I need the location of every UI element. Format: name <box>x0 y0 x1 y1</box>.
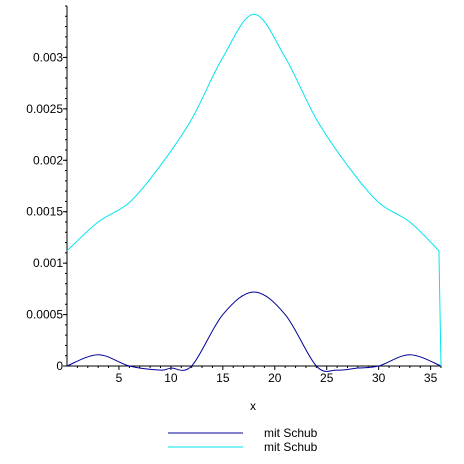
x-tick-label: 5 <box>116 371 123 385</box>
x-tick-label: 25 <box>320 371 334 385</box>
y-tick-label: 0.0005 <box>26 308 63 322</box>
y-tick-label: 0.0025 <box>26 102 63 116</box>
series-line-2 <box>66 13 442 367</box>
x-tick-label: 35 <box>424 371 438 385</box>
x-tick-label: 10 <box>164 371 178 385</box>
y-axis: 0 0.0005 0.001 0.0015 0.002 0.0025 0.003 <box>26 5 68 373</box>
x-tick-label: 20 <box>268 371 282 385</box>
legend-label-1: mit Schub <box>264 426 318 440</box>
x-axis: 5 10 15 20 25 30 35 <box>67 365 442 385</box>
x-tick-label: 30 <box>372 371 386 385</box>
series-layer <box>66 13 442 372</box>
y-tick-label: 0.002 <box>33 153 63 167</box>
y-tick-label: 0 <box>56 359 63 373</box>
series-line-1 <box>66 291 442 372</box>
x-axis-label: x <box>250 399 256 413</box>
y-tick-label: 0.003 <box>33 50 63 64</box>
y-tick-label: 0.001 <box>33 256 63 270</box>
y-tick-label: 0.0015 <box>26 205 63 219</box>
legend-label-2: mit Schub <box>264 440 318 454</box>
x-tick-label: 15 <box>216 371 230 385</box>
